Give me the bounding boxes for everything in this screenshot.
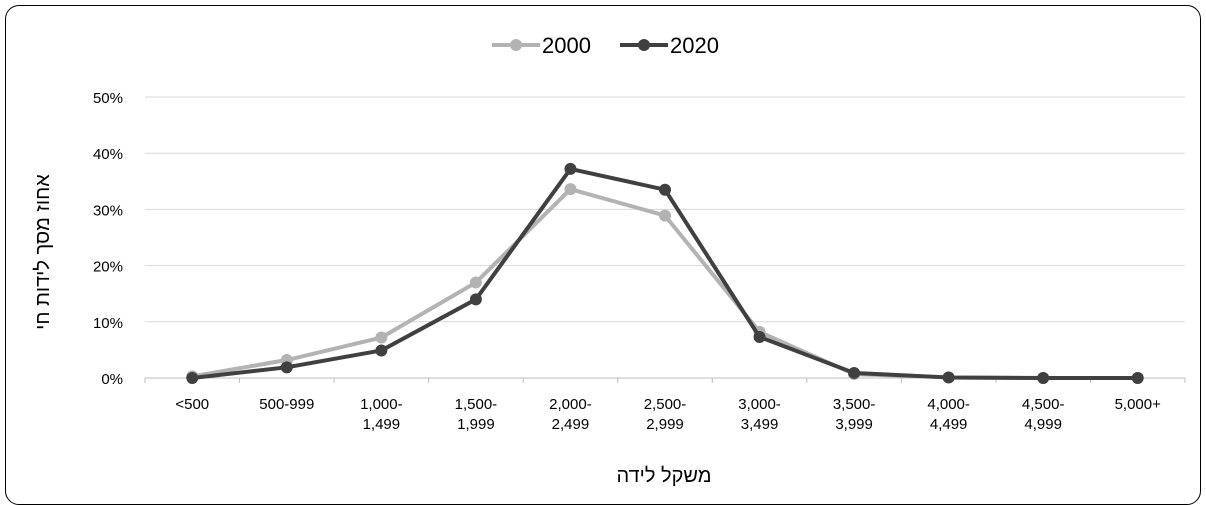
data-point	[564, 162, 577, 175]
data-point	[1037, 372, 1050, 384]
legend-marker	[510, 39, 522, 51]
x-tick-label: 1,000-1,499	[360, 396, 403, 433]
data-point	[375, 331, 388, 344]
x-tick-label: 3,000-3,499	[738, 396, 781, 433]
data-point	[942, 371, 955, 384]
legend-item-2020: 2020	[620, 33, 719, 58]
gridlines	[145, 96, 1185, 323]
data-point	[848, 366, 861, 379]
x-tick-label: 5,000+	[1115, 396, 1162, 413]
x-tick-label: 2,500-2,999	[644, 396, 687, 433]
y-tick-label: 10%	[93, 315, 123, 332]
legend-label: 2020	[670, 33, 719, 58]
x-tick-label: <500	[175, 396, 209, 413]
y-tick-label: 0%	[101, 371, 123, 388]
series-line	[192, 166, 1138, 380]
legend-marker	[638, 39, 650, 51]
data-point	[564, 183, 577, 196]
legend-label: 2000	[542, 33, 591, 58]
x-tick-label: 2,000-2,499	[549, 396, 592, 433]
legend: 2000 2020	[492, 33, 719, 58]
y-axis-ticks: 0% 10% 20% 30% 40% 50%	[93, 90, 123, 388]
series-2020	[186, 162, 1144, 384]
x-tick-label: 1,500-1,999	[455, 396, 498, 433]
series-group	[186, 162, 1144, 384]
x-axis-title: משקל לידה	[616, 465, 711, 487]
data-point	[659, 209, 671, 222]
x-tick-label: 4,500-4,999	[1022, 396, 1065, 433]
data-point	[375, 344, 388, 357]
y-tick-label: 30%	[93, 202, 123, 219]
data-point	[753, 330, 766, 343]
series-2000	[186, 183, 1144, 384]
x-tick-label: 4,000-4,499	[927, 396, 970, 433]
x-tick-label: 500-999	[259, 396, 314, 413]
y-tick-label: 20%	[93, 259, 123, 276]
data-point	[186, 372, 199, 384]
legend-item-2000: 2000	[492, 33, 591, 58]
data-point	[280, 361, 293, 374]
chart-frame	[5, 5, 1201, 505]
y-tick-label: 50%	[93, 90, 123, 107]
x-tick-label: 3,500-3,999	[833, 396, 876, 433]
y-axis-title: אחוז מסך לידות חי	[32, 174, 54, 330]
x-axis-ticks: <500 500-999 1,000-1,499 1,500-1,999 2,000-2…	[175, 396, 1161, 433]
data-point	[659, 183, 671, 196]
data-point	[1131, 372, 1144, 384]
y-tick-label: 40%	[93, 146, 123, 163]
data-point	[469, 293, 482, 306]
data-point	[469, 276, 482, 289]
